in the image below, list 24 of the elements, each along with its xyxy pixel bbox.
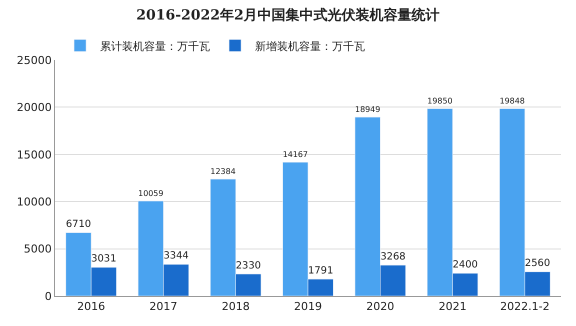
data-label: 3268	[380, 251, 406, 262]
x-tick-label: 2016	[77, 300, 106, 314]
x-tick-label: 2018	[222, 300, 250, 314]
legend-label: 累计装机容量：万千瓦	[100, 40, 210, 53]
chart-title: 2016-2022年2月中国集中式光伏装机容量统计	[136, 6, 440, 24]
data-label: 2400	[452, 260, 478, 271]
data-label: 6710	[66, 218, 92, 230]
y-tick-label: 10000	[16, 195, 52, 208]
y-tick-label: 15000	[16, 148, 52, 162]
data-label: 2560	[524, 258, 550, 270]
x-tick-label: 2019	[294, 300, 322, 314]
x-tick-label: 2021	[438, 300, 467, 314]
y-tick-label: 20000	[16, 101, 52, 114]
x-tick-label: 2017	[149, 300, 178, 314]
data-label: 3031	[91, 254, 116, 265]
x-tick-label: 2020	[366, 300, 394, 314]
data-label: 3344	[163, 250, 189, 262]
data-label: 1791	[308, 265, 334, 276]
x-tick-label: 2022.1-2	[500, 300, 550, 314]
y-tick-label: 25000	[16, 54, 52, 67]
legend-label: 新增装机容量：万千瓦	[255, 40, 366, 53]
y-tick-label: 0	[44, 290, 52, 303]
data-label: 2330	[236, 260, 261, 272]
y-tick-label: 5000	[24, 242, 52, 256]
